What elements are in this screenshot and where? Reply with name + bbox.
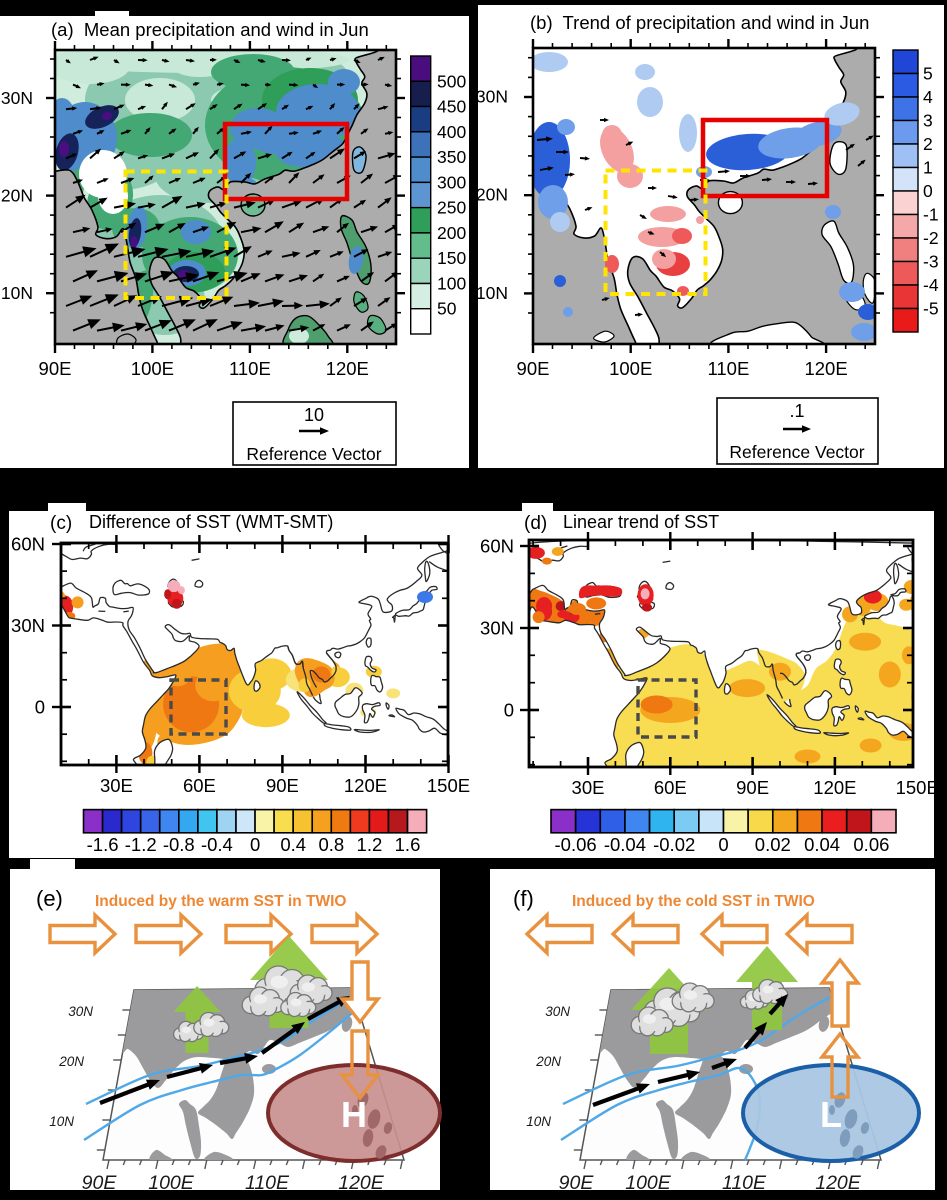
svg-text:400: 400 (437, 122, 466, 142)
svg-text:120E: 120E (813, 777, 856, 798)
svg-text:-1.2: -1.2 (125, 834, 157, 855)
svg-text:-0.04: -0.04 (604, 834, 646, 855)
svg-text:-1.6: -1.6 (87, 834, 119, 855)
svg-text:90E: 90E (559, 1172, 595, 1194)
svg-text:450: 450 (437, 97, 466, 117)
svg-text:10N: 10N (526, 1114, 551, 1129)
svg-text:200: 200 (437, 223, 466, 243)
svg-text:.1: .1 (789, 401, 804, 421)
svg-text:-1: -1 (923, 205, 939, 225)
svg-text:500: 500 (437, 71, 466, 91)
svg-text:2: 2 (923, 134, 933, 154)
svg-text:(f): (f) (513, 886, 534, 911)
svg-text:-0.06: -0.06 (555, 834, 597, 855)
svg-text:120E: 120E (815, 1172, 862, 1194)
svg-text:120E: 120E (804, 358, 847, 379)
svg-text:Linear trend of SST: Linear trend of SST (563, 512, 719, 532)
svg-text:Difference of SST (WMT-SMT): Difference of SST (WMT-SMT) (89, 512, 333, 532)
svg-text:110E: 110E (229, 358, 271, 379)
svg-text:120E: 120E (338, 1172, 385, 1194)
svg-text:100E: 100E (148, 1172, 195, 1194)
svg-text:5: 5 (923, 64, 933, 84)
svg-text:60E: 60E (654, 777, 687, 798)
svg-text:(c): (c) (50, 513, 72, 534)
svg-text:30N: 30N (480, 618, 514, 639)
svg-text:1.2: 1.2 (357, 834, 383, 855)
svg-text:50: 50 (437, 299, 457, 319)
svg-text:4: 4 (923, 87, 933, 107)
svg-text:90E: 90E (82, 1172, 118, 1194)
svg-text:(b) Trend of precipitation an: (b) Trend of precipitation and wind in J… (530, 12, 869, 33)
svg-text:0: 0 (250, 834, 260, 855)
svg-text:0: 0 (35, 697, 45, 718)
svg-text:100E: 100E (131, 358, 174, 379)
svg-text:0: 0 (923, 181, 933, 201)
svg-text:10N: 10N (49, 1114, 74, 1129)
svg-text:90E: 90E (517, 358, 550, 379)
svg-text:60E: 60E (183, 775, 216, 796)
svg-text:110E: 110E (245, 1172, 290, 1194)
svg-text:100E: 100E (625, 1172, 672, 1194)
svg-text:-5: -5 (923, 299, 939, 319)
svg-text:0: 0 (718, 834, 728, 855)
svg-text:0.4: 0.4 (280, 834, 306, 855)
svg-text:150: 150 (437, 248, 466, 268)
svg-text:Induced by the cold SST in TWI: Induced by the cold SST in TWIO (572, 893, 815, 910)
svg-text:60N: 60N (480, 536, 514, 557)
svg-text:(a) Mean precipitation and wi: (a) Mean precipitation and wind in Jun (51, 19, 369, 40)
svg-text:60N: 60N (11, 534, 45, 555)
svg-text:-4: -4 (923, 275, 939, 295)
svg-text:100E: 100E (609, 358, 652, 379)
svg-text:150E: 150E (427, 775, 470, 796)
svg-text:350: 350 (437, 147, 466, 167)
svg-text:30E: 30E (100, 775, 133, 796)
svg-text:10N: 10N (476, 283, 508, 303)
svg-text:300: 300 (437, 172, 466, 192)
svg-text:110E: 110E (707, 358, 749, 379)
svg-text:10N: 10N (1, 283, 33, 303)
svg-text:0.02: 0.02 (755, 834, 791, 855)
svg-text:150E: 150E (896, 777, 939, 798)
svg-text:-2: -2 (923, 228, 939, 248)
svg-text:0.04: 0.04 (804, 834, 840, 855)
svg-text:120E: 120E (344, 775, 387, 796)
svg-text:30N: 30N (11, 615, 45, 636)
svg-text:H: H (341, 1094, 367, 1135)
svg-text:30N: 30N (1, 88, 33, 108)
svg-text:(e): (e) (36, 886, 63, 911)
svg-text:-0.4: -0.4 (201, 834, 233, 855)
svg-text:Reference Vector: Reference Vector (729, 442, 864, 462)
svg-text:-0.02: -0.02 (653, 834, 695, 855)
svg-text:1: 1 (923, 158, 933, 178)
svg-text:3: 3 (923, 111, 933, 131)
svg-text:30N: 30N (476, 87, 508, 107)
svg-text:L: L (820, 1094, 842, 1135)
svg-text:90E: 90E (266, 775, 299, 796)
svg-text:100: 100 (437, 274, 466, 294)
svg-text:110E: 110E (722, 1172, 767, 1194)
svg-text:30N: 30N (68, 1004, 93, 1019)
svg-text:Reference Vector: Reference Vector (246, 444, 381, 464)
svg-text:30N: 30N (545, 1004, 570, 1019)
svg-text:1.6: 1.6 (395, 834, 421, 855)
svg-text:30E: 30E (572, 777, 605, 798)
svg-text:-0.8: -0.8 (163, 834, 195, 855)
svg-text:120E: 120E (326, 358, 369, 379)
svg-text:0: 0 (504, 700, 514, 721)
svg-text:0.8: 0.8 (318, 834, 344, 855)
svg-text:20N: 20N (58, 1054, 84, 1069)
svg-text:20N: 20N (1, 186, 33, 206)
svg-text:0.06: 0.06 (853, 834, 889, 855)
svg-text:250: 250 (437, 198, 466, 218)
svg-text:20N: 20N (476, 185, 508, 205)
svg-text:90E: 90E (736, 777, 769, 798)
svg-text:20N: 20N (535, 1054, 561, 1069)
svg-text:-3: -3 (923, 252, 939, 272)
svg-text:90E: 90E (39, 358, 72, 379)
svg-text:(d): (d) (524, 513, 547, 534)
svg-text:10: 10 (304, 405, 324, 425)
svg-text:Induced by the warm SST in TWI: Induced by the warm SST in TWIO (95, 893, 346, 910)
